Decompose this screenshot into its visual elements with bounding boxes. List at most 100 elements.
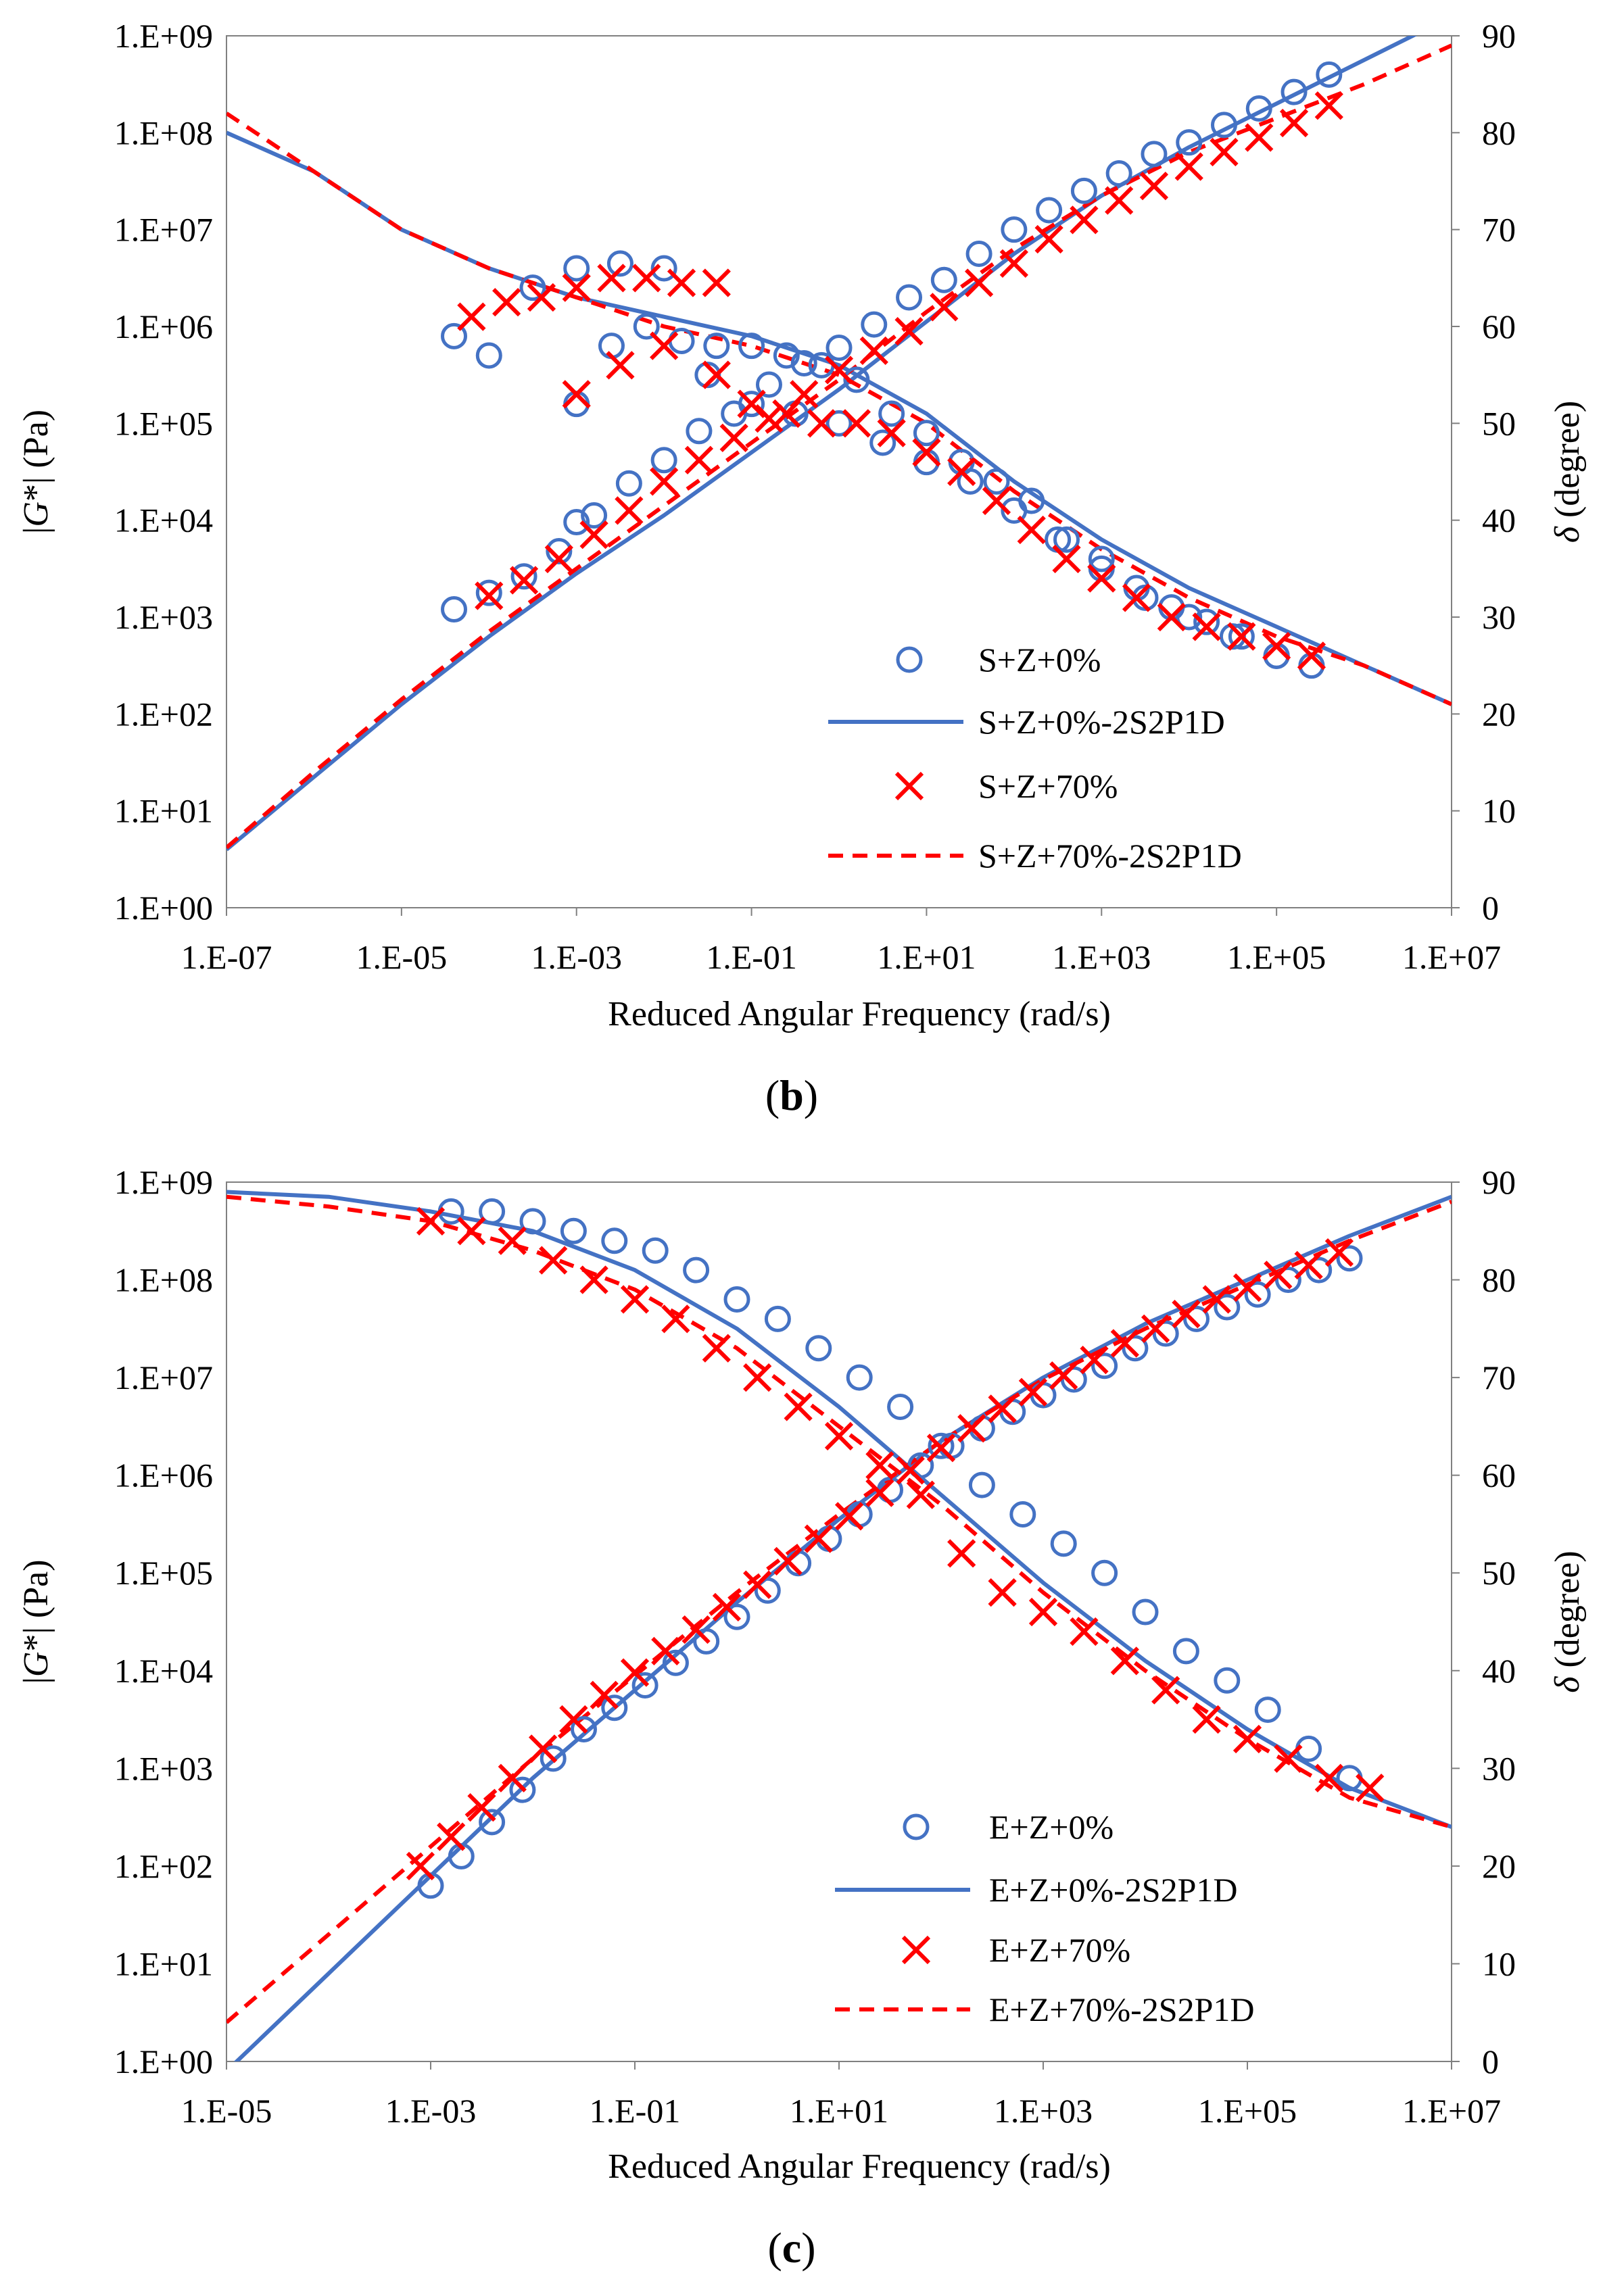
data-point-cross	[651, 1636, 680, 1665]
data-point-circle	[754, 1577, 781, 1604]
data-point-circle	[475, 342, 502, 369]
data-point-cross	[661, 1304, 690, 1334]
data-point-circle	[441, 322, 468, 349]
y-left-tick-label: 1.E+08	[114, 1261, 213, 1299]
y-left-tick-label: 1.E+03	[114, 598, 213, 636]
data-point-cross	[492, 288, 521, 317]
data-point-cross	[1233, 1724, 1262, 1754]
plot-frame	[226, 35, 1452, 908]
y-right-tick-label: 50	[1482, 1554, 1516, 1592]
data-point-circle	[790, 349, 817, 376]
data-point-circle	[887, 1393, 914, 1420]
data-point-cross	[859, 336, 888, 365]
data-point-cross	[999, 249, 1028, 278]
data-point-cross	[865, 1451, 894, 1480]
data-point-circle	[1001, 497, 1028, 524]
y-right-axis-title-part: δ	[1548, 526, 1587, 543]
data-point-cross	[1314, 1763, 1343, 1792]
data-point-circle	[755, 371, 782, 398]
data-point-circle	[861, 311, 888, 338]
data-point-circle	[1245, 95, 1272, 122]
data-point-cross	[467, 1793, 496, 1822]
x-tick-label: 1.E-07	[181, 938, 272, 976]
data-point-cross	[1192, 612, 1221, 641]
data-point-cross	[807, 409, 836, 438]
y-left-tick-label: 1.E+06	[114, 1457, 213, 1494]
y-left-tick-label: 1.E+05	[114, 1554, 213, 1592]
y-right-tick-label: 60	[1482, 1457, 1516, 1494]
data-point-cross	[1233, 1273, 1262, 1302]
legend-label: S+Z+70%	[978, 767, 1118, 805]
chart-panel-c: 1.E-05 1.E-03 1.E-01 1.E+01 1.E+03 1.E+05 1.E+…	[17, 1163, 1587, 2272]
panel-label-part: b	[780, 1071, 804, 1119]
y-right-tick-label: 90	[1482, 17, 1516, 55]
y-right-tick-label: 60	[1482, 308, 1516, 345]
data-point-circle	[1176, 604, 1203, 631]
y-left-tick-label: 1.E+01	[114, 792, 213, 830]
legend-swatch-cross	[894, 771, 924, 801]
data-point-circle	[509, 1776, 536, 1803]
data-point-cross	[926, 1434, 956, 1463]
data-point-cross	[620, 1285, 650, 1314]
panel-label-part: (	[765, 1071, 780, 1119]
x-tick-label: 1.E+03	[994, 2092, 1093, 2130]
data-point-cross	[702, 360, 731, 389]
data-point-cross	[1110, 1329, 1139, 1358]
data-point-circle	[642, 1237, 669, 1264]
data-point-cross	[1314, 91, 1343, 120]
data-point-circle	[1152, 1320, 1179, 1347]
data-point-cross	[804, 1524, 833, 1553]
data-point-circle	[540, 1745, 567, 1772]
chart-panel-b: 1.E-07 1.E-05 1.E-03 1.E-01 1.E+01 1.E+03 1.E+…	[17, 17, 1587, 1119]
data-point-circle	[650, 255, 677, 282]
data-point-circle	[519, 274, 546, 301]
y-right-axis-title-part: δ	[1548, 1676, 1587, 1693]
data-point-circle	[1306, 1256, 1333, 1284]
data-point-circle	[1001, 216, 1028, 243]
legend-label: S+Z+70%-2S2P1D	[978, 837, 1242, 875]
y-right-tick-label: 0	[1482, 2043, 1499, 2080]
data-point-circle	[1214, 1294, 1241, 1321]
data-point-cross	[1049, 1361, 1078, 1390]
x-tick-label: 1.E+01	[790, 2092, 888, 2130]
data-point-circle	[723, 1286, 750, 1313]
data-point-circle	[1050, 1530, 1077, 1557]
model-curve-solid	[226, 130, 1452, 706]
data-point-circle	[519, 1208, 546, 1235]
y-right-tick-label: 20	[1482, 1847, 1516, 1885]
data-point-circle	[968, 1471, 995, 1498]
y-right-tick-label: 10	[1482, 792, 1516, 830]
data-point-cross	[1294, 1250, 1323, 1279]
data-point-cross	[650, 467, 679, 496]
data-point-circle	[1214, 1667, 1241, 1694]
data-point-circle	[631, 1671, 659, 1699]
x-tick-label: 1.E+07	[1402, 2092, 1501, 2130]
data-point-cross	[457, 1217, 486, 1246]
data-point-circle	[826, 410, 853, 437]
data-point-cross	[1324, 1238, 1354, 1267]
data-point-cross	[579, 1265, 608, 1294]
y-left-axis-title-part: G	[17, 1652, 55, 1678]
y-left-axis-title-part: *| (Pa)	[17, 410, 55, 502]
data-point-cross	[527, 283, 556, 312]
data-point-circle	[546, 538, 573, 565]
data-point-circle	[633, 313, 660, 340]
data-point-circle	[1193, 608, 1220, 635]
panel-label-part: )	[801, 2224, 815, 2272]
data-point-cross	[597, 264, 626, 293]
data-point-circle	[581, 502, 608, 529]
data-point-circle	[1091, 1559, 1118, 1586]
x-tick-label: 1.E-03	[531, 938, 622, 976]
y-right-axis-title-part: (degree)	[1548, 1550, 1587, 1676]
data-point-cross	[755, 404, 784, 433]
x-tick-label: 1.E-05	[356, 938, 448, 976]
data-point-cross	[894, 317, 924, 346]
data-point-circle	[1070, 177, 1097, 204]
y-right-tick-label: 40	[1482, 502, 1516, 539]
data-point-cross	[1174, 152, 1203, 181]
x-axis-title: Reduced Angular Frequency (rad/s)	[608, 995, 1111, 1033]
data-point-circle	[913, 420, 940, 447]
data-point-circle	[606, 250, 633, 277]
data-point-cross	[702, 268, 731, 297]
data-point-cross	[896, 1456, 925, 1485]
